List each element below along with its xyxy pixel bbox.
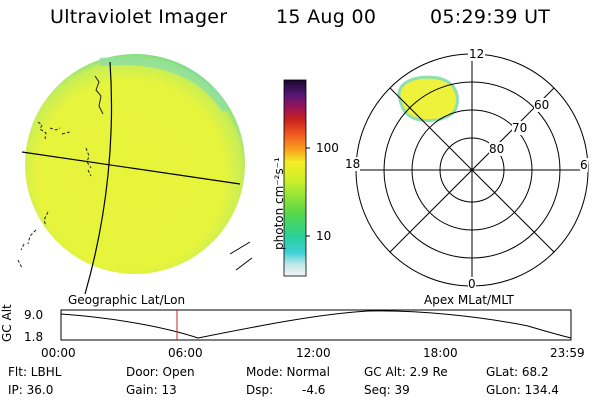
dayside-glow — [99, 57, 230, 113]
apex-panel-label: Apex MLat/MLT — [424, 293, 514, 307]
dsp-value: -4.6 — [302, 383, 326, 397]
alt-ytick-top: 9.0 — [24, 308, 44, 322]
colorbar-scale — [283, 79, 307, 277]
glat-info: GLat: 68.2 — [486, 365, 549, 379]
geographic-panel-label: Geographic Lat/Lon — [68, 293, 186, 307]
lat-label-80: 80 — [489, 142, 505, 156]
glon-info: GLon: 134.4 — [486, 383, 559, 397]
earth-disk — [25, 54, 245, 274]
alt-plot — [60, 309, 572, 341]
mode-info: Mode: Normal — [246, 365, 330, 379]
colorbar-tick-label-10: 10 — [316, 229, 332, 243]
alt-plot-frame — [60, 309, 572, 341]
coastline — [94, 75, 104, 115]
mlt-label-0: 0 — [468, 277, 476, 291]
dsp-label: Dsp: — [246, 383, 274, 397]
coastline — [85, 147, 92, 177]
alt-xtick-4: 23:59 — [550, 346, 585, 360]
auroral-patch — [397, 75, 459, 122]
coastline — [37, 121, 71, 140]
mlt-label-18: 18 — [345, 157, 361, 171]
mlt-label-12: 12 — [468, 47, 486, 61]
date-label: 15 Aug 00 — [276, 6, 377, 28]
door-info: Door: Open — [126, 365, 195, 379]
lat-label-70: 70 — [512, 121, 528, 135]
instrument-title: Ultraviolet Imager — [50, 6, 228, 28]
ip-info: IP: 36.0 — [8, 383, 54, 397]
latitude-line — [21, 151, 241, 185]
alt-xtick-2: 12:00 — [296, 346, 331, 360]
longitude-line — [84, 61, 113, 294]
colorbar-tick-label-100: 100 — [316, 141, 339, 155]
alt-ytick-bottom: 1.8 — [24, 330, 44, 344]
geographic-image — [17, 54, 253, 294]
alt-trace — [60, 310, 572, 339]
polar-plot — [355, 53, 589, 287]
gain-info: Gain: 13 — [126, 383, 177, 397]
seq-info: Seq: 39 — [364, 383, 410, 397]
colorbar — [283, 79, 310, 277]
lat-label-60: 60 — [534, 98, 550, 112]
mlt-label-6: 6 — [580, 158, 588, 172]
coastline — [229, 241, 253, 271]
alt-xtick-1: 06:00 — [168, 346, 203, 360]
time-label: 05:29:39 UT — [430, 6, 551, 28]
alt-plot-ylabel: GC Alt — [0, 304, 14, 342]
gc-alt-info: GC Alt: 2.9 Re — [364, 365, 448, 379]
mlt-line-diagonal — [389, 87, 555, 253]
colorbar-unit-label: photon cm⁻²s⁻¹ — [272, 157, 286, 250]
filter-info: Flt: LBHL — [8, 365, 62, 379]
alt-xtick-0: 00:00 — [41, 346, 76, 360]
alt-xtick-3: 18:00 — [423, 346, 458, 360]
